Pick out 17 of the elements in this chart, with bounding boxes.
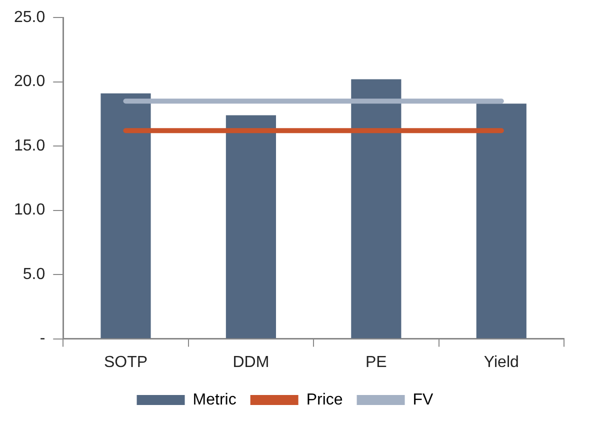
legend-label: Metric [192,391,236,408]
legend-label: FV [412,391,434,408]
legend-label: Price [306,391,343,408]
x-tick-label: Yield [484,354,519,371]
y-tick-label: 5.0 [22,266,46,283]
bar [351,79,402,338]
x-tick-label: PE [366,354,387,371]
x-tick-label: DDM [232,354,270,371]
bar [476,104,526,338]
y-tick-label: 25.0 [14,9,46,26]
y-tick-label: 15.0 [14,137,46,154]
bar [226,115,276,338]
y-tick-label: 20.0 [14,73,46,90]
x-tick-label: SOTP [104,354,148,371]
y-tick-label: - [40,330,46,348]
y-tick-label: 10.0 [14,202,46,219]
bar [100,93,151,338]
